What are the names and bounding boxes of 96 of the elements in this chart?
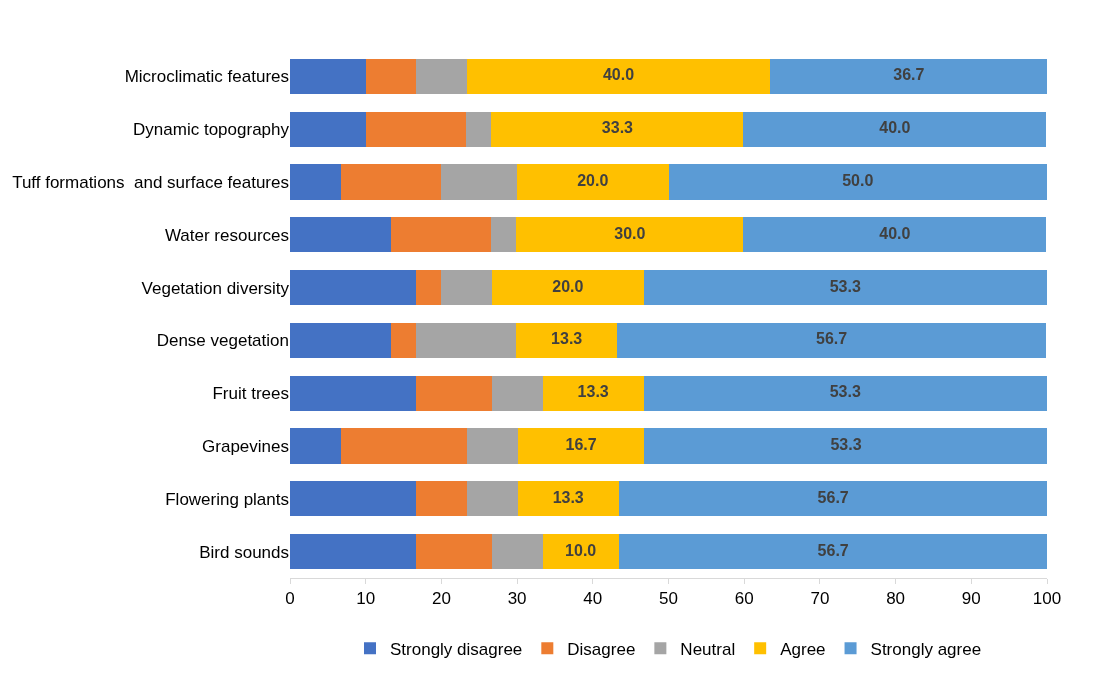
y-tick-label: Dynamic topography [133,120,290,140]
bar [390,217,492,253]
data-label: 56.7 [816,330,848,348]
x-tick-label: 90 [961,589,981,609]
data-label: 56.7 [817,488,849,506]
x-tick-label: 70 [810,589,830,609]
bar [743,111,1047,147]
bar [643,269,1047,306]
data-label: 13.3 [551,330,583,348]
x-tick-label: 30 [507,589,527,609]
bar [491,111,744,147]
data-label: 16.7 [565,436,597,453]
legend-label: Disagree [567,639,636,659]
bar [492,375,543,411]
legend-label: Strongly agree [870,639,982,659]
bar [340,164,442,200]
data-label: 53.3 [830,436,862,453]
bar [365,111,467,147]
y-tick-label: Bird sounds [199,542,289,562]
bar [668,164,1047,200]
bar [643,375,1047,411]
bar [290,322,391,359]
bar [390,322,416,359]
bar [542,533,619,570]
bar [618,481,1047,517]
x-tick-label: 100 [1032,589,1062,609]
bar [617,322,1047,359]
data-label: 53.3 [829,277,861,295]
data-label: 10.0 [565,541,597,559]
bar [416,269,442,306]
bar [416,375,493,411]
y-tick-label: Tuff formations and surface features [12,172,289,192]
data-label: 40.0 [602,66,635,84]
y-tick-label: Dense vegetation [156,331,289,351]
data-label: 40.0 [879,119,911,137]
bar [467,428,518,464]
y-tick-label: Water resources [164,225,289,245]
bar [290,111,366,147]
legend-label: Strongly disagree [390,639,523,659]
x-tick-label: 20 [431,589,451,609]
data-label: 50.0 [842,172,874,189]
y-tick-label: Microclimatic features [124,67,289,87]
legend-label: Neutral [680,639,736,659]
data-label: 40.0 [879,224,911,242]
bar [290,269,417,306]
bar [467,58,770,95]
bar [415,322,517,359]
bar [618,533,1047,570]
bar [542,375,644,411]
bar [466,111,492,147]
bar [290,428,341,464]
bar [516,322,618,359]
bar [290,375,417,411]
bar [517,481,619,517]
bar [416,533,493,570]
x-tick-label: 10 [356,589,376,609]
data-label: 53.3 [829,383,861,401]
bar [467,481,518,517]
y-tick-label: Vegetation diversity [141,278,290,298]
bar [340,428,468,464]
bar [517,164,669,200]
bar [441,164,518,200]
x-tick-label: 60 [734,589,754,609]
legend-label: Agree [780,639,826,659]
x-tick-label: 80 [886,589,906,609]
x-tick-label: 0 [285,589,295,609]
bar [743,217,1047,253]
bar [644,428,1047,464]
bar [769,58,1047,95]
x-tick-label: 40 [583,589,603,609]
data-label: 20.0 [577,172,609,189]
bar [365,58,417,95]
data-label: 20.0 [552,277,584,295]
data-label: 13.3 [577,383,609,401]
data-label: 33.3 [601,119,634,137]
data-label: 13.3 [552,488,584,506]
bar [290,164,341,200]
y-tick-label: Grapevines [202,436,289,456]
bar [290,217,391,253]
bar [416,58,468,95]
data-label: 30.0 [614,224,646,242]
data-label: 36.7 [893,66,925,84]
bar [491,217,517,253]
bar [290,533,417,570]
bar [441,269,493,306]
bar [492,533,543,570]
bar [517,428,645,464]
data-label: 56.7 [817,541,849,559]
bar [516,217,744,253]
bar [290,481,417,517]
y-tick-label: Flowering plants [165,489,289,509]
y-tick-label: Fruit trees [212,384,289,404]
bar [416,481,468,517]
bar [290,58,366,95]
bar [492,269,644,306]
x-tick-label: 50 [659,589,678,609]
